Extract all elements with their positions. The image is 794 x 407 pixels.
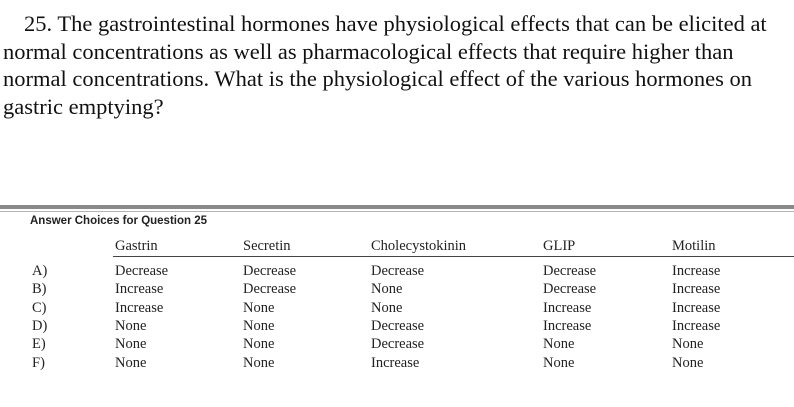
answer-letter: E): [32, 336, 46, 352]
answer-row-d[interactable]: D) None None Decrease Increase Increase: [0, 317, 794, 335]
table-cell: Increase: [115, 300, 164, 316]
column-header-motilin: Motilin: [672, 238, 716, 254]
question-line: normal concentrations. What is the physi…: [3, 66, 752, 91]
answer-letter: C): [32, 300, 47, 316]
table-cell: None: [243, 336, 275, 352]
column-header-secretin: Secretin: [243, 238, 291, 254]
table-cell: Decrease: [371, 336, 425, 352]
table-cell: Decrease: [115, 263, 169, 279]
table-cell: None: [243, 318, 275, 334]
question-line: gastric emptying?: [3, 93, 164, 119]
question-line: 25. The gastrointestinal hormones have p…: [24, 11, 767, 36]
table-cell: None: [672, 336, 704, 352]
table-cell: Increase: [543, 300, 592, 316]
table-cell: Decrease: [243, 281, 297, 297]
table-cell: None: [543, 355, 575, 371]
table-cell: Decrease: [243, 263, 297, 279]
column-header-gastrin: Gastrin: [115, 238, 158, 254]
table-cell: Increase: [371, 355, 420, 371]
answer-row-e[interactable]: E) None None Decrease None None: [0, 335, 794, 353]
table-cell: None: [672, 355, 704, 371]
answer-letter: A): [32, 263, 48, 279]
table-top-subrule: [0, 211, 794, 212]
answer-row-b[interactable]: B) Increase Decrease None Decrease Incre…: [0, 280, 794, 298]
table-cell: Increase: [672, 300, 721, 316]
table-cell: Increase: [115, 281, 164, 297]
question-text: 25. The gastrointestinal hormones have p…: [3, 10, 791, 120]
table-cell: None: [115, 336, 147, 352]
table-cell: None: [243, 300, 275, 316]
table-cell: Increase: [672, 263, 721, 279]
answer-letter: B): [32, 281, 47, 297]
table-cell: Increase: [543, 318, 592, 334]
header-rule: [113, 256, 794, 257]
table-cell: Decrease: [371, 263, 425, 279]
answer-row-f[interactable]: F) None None Increase None None: [0, 354, 794, 372]
table-cell: None: [543, 336, 575, 352]
answer-letter: F): [32, 355, 45, 371]
answer-row-c[interactable]: C) Increase None None Increase Increase: [0, 299, 794, 317]
table-cell: Increase: [672, 318, 721, 334]
column-header-glip: GLIP: [543, 238, 576, 254]
table-cell: Decrease: [543, 281, 597, 297]
answer-letter: D): [32, 318, 48, 334]
table-cell: Decrease: [371, 318, 425, 334]
question-line: normal concentrations as well as pharmac…: [3, 38, 734, 64]
table-top-rule: [0, 205, 794, 209]
table-cell: None: [371, 281, 403, 297]
table-cell: Decrease: [543, 263, 597, 279]
table-caption: Answer Choices for Question 25: [30, 215, 208, 227]
answer-row-a[interactable]: A) Decrease Decrease Decrease Decrease I…: [0, 262, 794, 280]
table-cell: None: [243, 355, 275, 371]
table-cell: Increase: [672, 281, 721, 297]
table-cell: None: [371, 300, 403, 316]
table-cell: None: [115, 318, 147, 334]
table-cell: None: [115, 355, 147, 371]
column-header-cholecystokinin: Cholecystokinin: [371, 238, 467, 254]
